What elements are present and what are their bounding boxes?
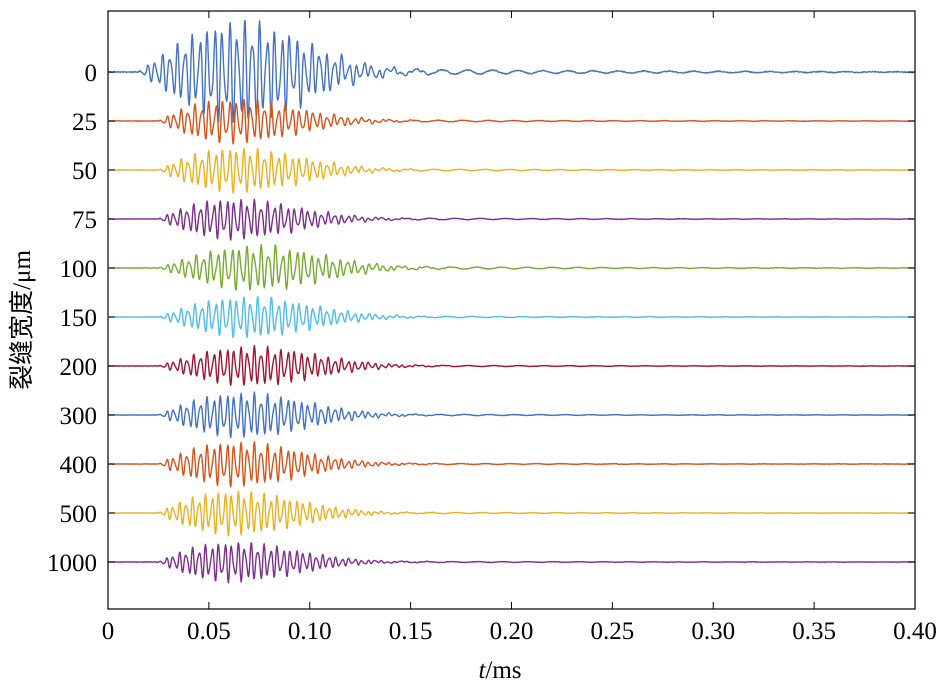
y-tick-label: 25 <box>72 109 97 136</box>
y-tick-group: 0 25 50 75 100 150 200 300 400 500 1000 <box>47 60 915 577</box>
y-tick-label: 400 <box>60 452 98 479</box>
y-tick-label: 100 <box>60 256 98 283</box>
x-tick-label: 0.10 <box>288 618 332 645</box>
trace-line-75 <box>107 198 916 241</box>
x-tick-label: 0.25 <box>591 618 635 645</box>
x-tick-label: 0.35 <box>792 618 836 645</box>
x-tick-label: 0.40 <box>893 618 937 645</box>
trace-line-25 <box>107 98 916 145</box>
y-tick-label: 200 <box>60 354 98 381</box>
y-tick-label: 0 <box>85 60 98 87</box>
y-tick-label: 50 <box>72 158 97 185</box>
y-tick-label: 500 <box>60 501 98 528</box>
x-tick-label: 0 <box>102 618 115 645</box>
x-axis-title: t/ms <box>478 657 521 684</box>
trace-line-1000 <box>107 542 916 584</box>
x-tick-label: 0.20 <box>490 618 534 645</box>
y-tick-label: 300 <box>60 403 98 430</box>
x-axis-title-unit: /ms <box>485 657 521 684</box>
trace-line-100 <box>107 244 916 291</box>
trace-line-400 <box>107 441 916 488</box>
y-axis-title: 裂缝宽度/μm <box>8 250 36 390</box>
x-tick-label: 0.05 <box>187 618 231 645</box>
trace-line-300 <box>107 391 916 439</box>
trace-group <box>107 19 916 584</box>
y-tick-label: 150 <box>60 305 98 332</box>
trace-line-0 <box>107 19 916 123</box>
x-axis-title-symbol: t <box>478 657 486 684</box>
trace-line-200 <box>107 344 916 387</box>
y-tick-label: 1000 <box>47 550 97 577</box>
trace-line-50 <box>107 147 916 194</box>
y-tick-label: 75 <box>72 207 97 234</box>
x-tick-label: 0.15 <box>389 618 433 645</box>
trace-line-500 <box>107 490 916 537</box>
trace-line-150 <box>107 295 916 339</box>
x-tick-label: 0.30 <box>691 618 735 645</box>
x-tick-group: 0 0.05 0.10 0.15 0.20 0.25 0.30 0.35 0.40 <box>102 11 937 645</box>
